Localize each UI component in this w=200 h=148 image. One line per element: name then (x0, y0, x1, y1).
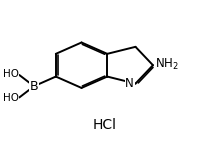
Text: HO: HO (3, 93, 18, 103)
Text: HCl: HCl (92, 118, 116, 132)
Text: N: N (125, 77, 133, 90)
Text: NH$_2$: NH$_2$ (154, 57, 178, 72)
Text: HO: HO (3, 69, 18, 79)
Text: B: B (30, 80, 38, 93)
